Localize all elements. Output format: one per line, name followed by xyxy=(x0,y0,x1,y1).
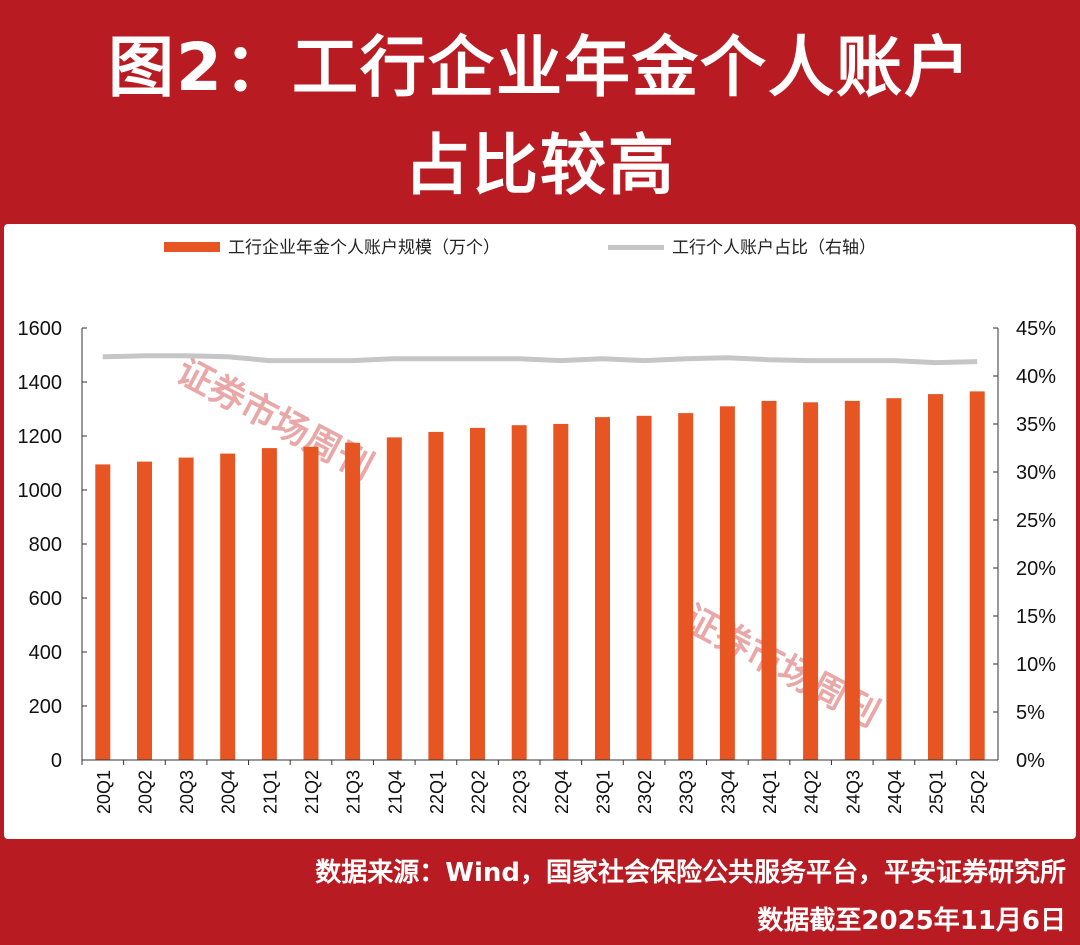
x-tick-label: 20Q4 xyxy=(219,770,239,814)
bar xyxy=(553,423,569,760)
bar-series xyxy=(95,391,985,761)
x-tick-label: 20Q3 xyxy=(177,770,197,814)
bar xyxy=(595,417,610,760)
bar xyxy=(95,464,111,760)
line-series xyxy=(102,353,978,366)
right-tick-label: 35% xyxy=(1016,414,1056,436)
x-tick-label: 21Q1 xyxy=(260,770,280,814)
x-tick-label: 23Q1 xyxy=(593,770,613,814)
left-tick-label: 1000 xyxy=(18,480,63,502)
left-tick-label: 1600 xyxy=(18,318,63,340)
x-tick-label: 20Q1 xyxy=(94,770,114,814)
bar xyxy=(678,413,694,760)
x-tick-label: 22Q1 xyxy=(427,770,447,814)
title-banner: 图2：工行企业年金个人账户 占比较高 xyxy=(0,0,1080,222)
right-tick-label: 20% xyxy=(1016,558,1056,580)
axes: 0 200 400 600 800 1000 1200 1400 1600 0% 5% 10% 15% 2… xyxy=(18,318,1057,814)
bar xyxy=(137,461,152,760)
bar xyxy=(719,406,735,760)
left-tick-label: 1400 xyxy=(18,372,63,394)
x-tick-label: 21Q4 xyxy=(385,770,405,814)
bar xyxy=(636,415,652,761)
x-tick-label: 24Q2 xyxy=(802,770,822,814)
x-tick-label: 24Q3 xyxy=(843,770,863,814)
bar xyxy=(303,446,319,760)
bar xyxy=(928,394,943,760)
legend: 工行企业年金个人账户规模（万个） 工行个人账户占比（右轴） xyxy=(164,238,876,257)
x-tick-label: 22Q3 xyxy=(510,770,530,814)
chart-title-line-2: 占比较高 xyxy=(404,127,676,204)
right-tick-label: 15% xyxy=(1016,606,1056,628)
chart-svg: 工行企业年金个人账户规模（万个） 工行个人账户占比（右轴） 证券市场周刊证券市场… xyxy=(18,238,1057,814)
x-tick-label: 23Q4 xyxy=(718,770,738,814)
bar xyxy=(178,457,194,760)
bar xyxy=(261,448,277,760)
x-tick-label: 24Q1 xyxy=(760,770,780,814)
x-tick-label: 21Q3 xyxy=(344,770,364,814)
x-tick-label: 22Q4 xyxy=(552,770,572,814)
bar xyxy=(386,437,402,760)
left-tick-label: 0 xyxy=(51,750,62,772)
cutoff-note: 数据截至2025年11月6日 xyxy=(757,906,1066,936)
x-tick-label: 25Q2 xyxy=(968,770,988,814)
left-tick-label: 400 xyxy=(29,642,62,664)
bar xyxy=(803,402,819,761)
x-tick-label: 23Q2 xyxy=(635,770,655,814)
legend-swatch-line xyxy=(608,245,664,250)
chart-title-line-1: 图2：工行企业年金个人账户 xyxy=(108,29,972,106)
x-tick-label: 24Q4 xyxy=(885,770,905,814)
bar xyxy=(761,400,777,760)
bar xyxy=(886,398,902,760)
x-tick-label: 25Q1 xyxy=(927,770,947,814)
right-tick-label: 25% xyxy=(1016,510,1056,532)
left-tick-label: 1200 xyxy=(18,426,63,448)
legend-label-bar: 工行企业年金个人账户规模（万个） xyxy=(228,238,500,257)
chart-panel: 工行企业年金个人账户规模（万个） 工行个人账户占比（右轴） 证券市场周刊 证券市场… xyxy=(4,224,1076,839)
source-note: 数据来源：Wind，国家社会保险公共服务平台，平安证券研究所 xyxy=(315,858,1066,888)
x-tick-label: 23Q3 xyxy=(677,770,697,814)
bar xyxy=(428,431,444,760)
line-path xyxy=(102,353,978,366)
x-tick-label: 21Q2 xyxy=(302,770,322,814)
right-tick-label: 10% xyxy=(1016,654,1056,676)
right-tick-label: 30% xyxy=(1016,462,1056,484)
right-tick-label: 5% xyxy=(1016,702,1045,724)
left-tick-label: 800 xyxy=(29,534,62,556)
right-tick-label: 45% xyxy=(1016,318,1056,340)
bar xyxy=(345,442,361,761)
legend-label-line: 工行个人账户占比（右轴） xyxy=(672,238,876,257)
bar xyxy=(844,400,860,760)
left-tick-label: 200 xyxy=(29,696,62,718)
x-tick-label: 20Q2 xyxy=(135,770,155,814)
legend-swatch-bar xyxy=(164,242,220,252)
bar xyxy=(220,453,236,760)
x-tick-label: 22Q2 xyxy=(469,770,489,814)
bar xyxy=(470,427,485,760)
bar xyxy=(969,391,985,760)
left-tick-label: 600 xyxy=(29,588,62,610)
bar xyxy=(511,425,527,760)
footer: 数据来源：Wind，国家社会保险公共服务平台，平安证券研究所 数据截至2025年… xyxy=(0,840,1080,945)
right-tick-label: 40% xyxy=(1016,366,1056,388)
right-tick-label: 0% xyxy=(1016,750,1045,772)
